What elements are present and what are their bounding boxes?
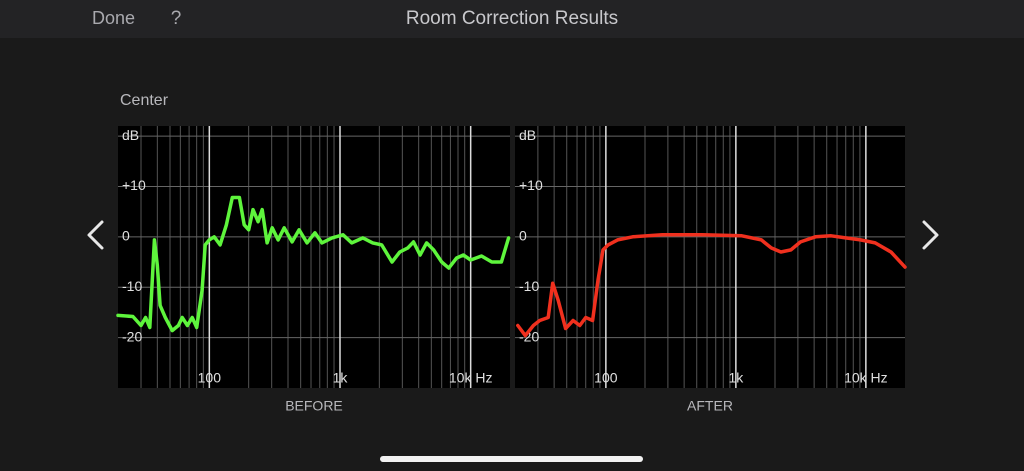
previous-arrow[interactable]: [87, 220, 104, 250]
y-tick-label: 0: [519, 228, 527, 244]
x-tick-label: 100: [594, 370, 618, 386]
y-tick-label: dB: [122, 127, 139, 143]
response-curve: [516, 233, 907, 338]
chart-caption: BEFORE: [285, 398, 343, 414]
y-tick-label: +10: [122, 177, 146, 193]
home-indicator: [380, 456, 643, 462]
page-title: Room Correction Results: [406, 8, 618, 29]
y-tick-label: 0: [122, 228, 130, 244]
x-tick-label: 100: [198, 370, 222, 386]
plot-area: [515, 126, 905, 388]
x-tick-label: 10k Hz: [844, 370, 888, 386]
channel-label: Center: [120, 92, 169, 109]
top-bar: [0, 0, 1024, 38]
response-curve: [116, 195, 511, 333]
x-tick-label: 1k: [728, 370, 744, 386]
y-tick-label: -20: [122, 328, 142, 344]
x-tick-label: 10k Hz: [449, 370, 493, 386]
y-tick-label: +10: [519, 177, 543, 193]
done-button[interactable]: Done: [92, 8, 135, 28]
plot-area: [118, 126, 510, 388]
x-tick-label: 1k: [333, 370, 349, 386]
next-arrow[interactable]: [922, 220, 939, 250]
chart-caption: AFTER: [687, 398, 733, 414]
help-button[interactable]: ?: [171, 8, 182, 29]
y-tick-label: -10: [122, 278, 142, 294]
y-tick-label: -10: [519, 278, 539, 294]
y-tick-label: dB: [519, 127, 536, 143]
